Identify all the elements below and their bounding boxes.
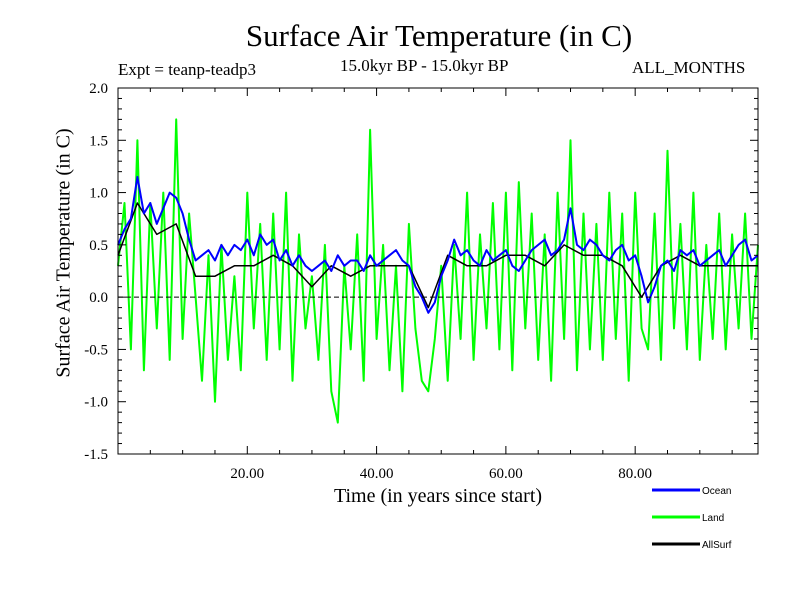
experiment-label: Expt = teanp-teadp3 <box>118 60 256 79</box>
x-tick-label: 20.00 <box>230 466 264 482</box>
series-line-allsurf <box>117 202 758 309</box>
plot-frame <box>117 87 759 455</box>
legend-label-allsurf: AllSurf <box>702 540 732 551</box>
months-label: ALL_MONTHS <box>632 58 746 77</box>
chart-title: Surface Air Temperature (in C) <box>245 18 633 53</box>
y-tick-label: -1.5 <box>84 447 108 463</box>
series-line-ocean <box>117 175 759 314</box>
y-tick-label: -0.5 <box>84 342 108 358</box>
period-label: 15.0kyr BP - 15.0kyr BP <box>340 56 509 75</box>
y-tick-label: -1.0 <box>84 395 108 411</box>
x-tick-label: 40.00 <box>360 466 394 482</box>
y-tick-label: 0.0 <box>89 290 108 306</box>
y-tick-label: 1.0 <box>89 186 108 202</box>
x-axis-label: Time (in years since start) <box>333 485 543 507</box>
series-line-land <box>117 118 759 424</box>
y-tick-label: 0.5 <box>89 238 108 254</box>
legend-label-ocean: Ocean <box>702 486 731 497</box>
y-tick-label: 1.5 <box>89 133 108 149</box>
y-tick-label: 2.0 <box>89 81 108 97</box>
x-tick-label: 80.00 <box>618 466 652 482</box>
legend-label-land: Land <box>702 513 724 524</box>
x-tick-label: 60.00 <box>489 466 523 482</box>
